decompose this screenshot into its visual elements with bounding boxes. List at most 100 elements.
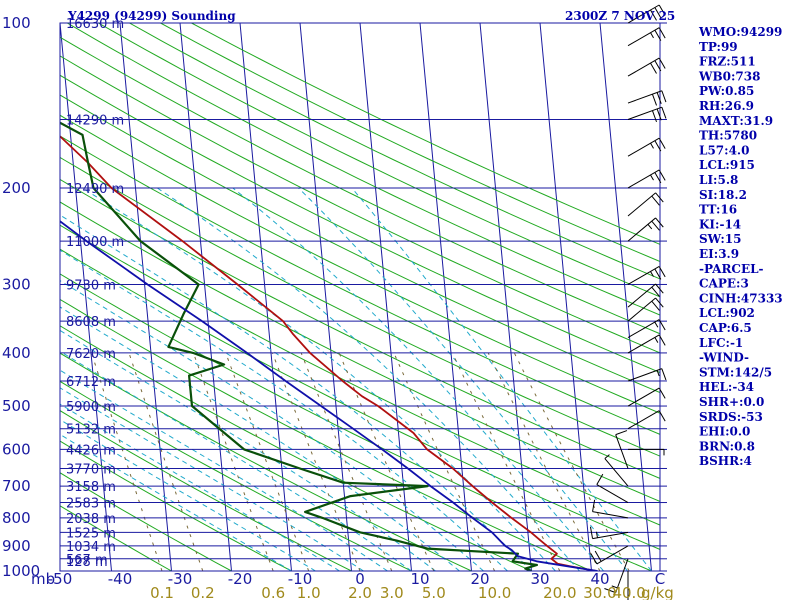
- wind-barb-flag: [658, 27, 666, 39]
- dry-adiabat-line: [60, 273, 652, 571]
- moist-adiabat-line: [298, 187, 628, 571]
- wind-barb: [627, 410, 666, 430]
- wind-barb-flag: [656, 92, 662, 104]
- wind-barb: [627, 571, 629, 600]
- wind-barb-flag: [658, 57, 666, 69]
- moist-adiabat-line: [60, 387, 364, 571]
- index-value: FRZ:511: [699, 55, 756, 69]
- index-value: CAP:6.5: [699, 321, 752, 335]
- dry-adiabat-line: [60, 135, 660, 435]
- wind-barb-staff: [615, 558, 629, 593]
- index-value: CINH:47333: [699, 291, 783, 305]
- wind-barb-flag: [592, 499, 596, 512]
- index-value: LFC:-1: [699, 336, 743, 350]
- mixing-ratio-line: [393, 352, 496, 571]
- wind-barb-staff: [627, 57, 660, 77]
- wind-barb-staff: [627, 169, 660, 189]
- wind-barb-flag: [654, 60, 662, 72]
- wind-barb-flag: [654, 268, 662, 280]
- dry-adiabat-line: [60, 440, 292, 571]
- height-label: 2038 m: [66, 512, 116, 527]
- wind-barb-flag: [594, 550, 602, 562]
- height-label: 1525 m: [66, 526, 116, 541]
- wind-barb-flag: [656, 370, 660, 377]
- wind-barb: [627, 266, 666, 285]
- wind-barb: [627, 90, 667, 106]
- wind-barb: [596, 473, 629, 503]
- index-value: TT:16: [699, 203, 737, 217]
- index-value: LI:5.8: [699, 173, 738, 187]
- plot-frame: [59, 22, 661, 572]
- isotherm-line: [479, 23, 532, 571]
- wind-barb: [627, 319, 666, 339]
- dry-adiabat-line: [66, 23, 660, 316]
- height-label: 1034 m: [66, 540, 116, 555]
- wind-barb-staff: [592, 531, 629, 540]
- wind-barbs: [589, 4, 667, 600]
- mixing-ratio-tick-label: 30.0: [583, 584, 616, 600]
- wind-barb-staff: [627, 137, 660, 157]
- index-value: L57:4.0: [699, 143, 749, 157]
- moist-adiabat-line: [60, 433, 292, 571]
- height-label: 11000 m: [66, 235, 124, 250]
- wind-barb-staff: [627, 319, 660, 339]
- dry-adiabat-line: [98, 23, 660, 298]
- mixing-ratio-line: [192, 352, 274, 571]
- mixing-ratio-line: [271, 352, 361, 571]
- wind-barb-flag: [650, 32, 654, 39]
- dewpoint-profile: [60, 121, 539, 571]
- height-label: 2583 m: [66, 497, 116, 512]
- wind-barb-flag: [651, 110, 658, 123]
- pressure-tick-label: 300: [2, 275, 31, 293]
- moist-adiabat-line: [60, 306, 460, 571]
- wind-barb-flag: [654, 321, 659, 328]
- height-label: 3158 m: [66, 480, 116, 495]
- parcel-profile: [60, 220, 598, 571]
- wind-barb: [627, 192, 664, 217]
- dry-adiabat-line: [60, 74, 660, 374]
- dry-adiabat-line: [60, 298, 592, 571]
- wind-barb-flag: [655, 192, 664, 203]
- moist-adiabat-line: [232, 187, 604, 571]
- wind-barb: [627, 217, 664, 242]
- mixing-ratio-tick-label: 0.1: [150, 584, 174, 600]
- wind-barb-flag: [661, 107, 667, 119]
- temperature-tick-label: -50: [48, 570, 73, 588]
- wind-barb-flag: [661, 368, 667, 381]
- wind-barb-staff: [627, 266, 660, 285]
- temperature-tick-label: 40: [590, 570, 609, 588]
- wind-barb-flag: [650, 142, 654, 149]
- moist-adiabat-line: [351, 187, 652, 571]
- wind-barb: [627, 387, 666, 407]
- wind-barb: [627, 283, 664, 308]
- wind-barb-flag: [651, 220, 660, 231]
- index-value: SHR+:0.0: [699, 395, 764, 409]
- wind-barb: [604, 558, 629, 594]
- mixing-ratio-line: [128, 352, 204, 571]
- wind-barb-flag: [661, 90, 667, 103]
- wind-barb-flag: [615, 430, 628, 436]
- wind-barb-flag: [658, 387, 666, 399]
- dry-adiabat-line: [60, 94, 660, 394]
- pressure-tick-label: 400: [2, 344, 31, 362]
- height-label: 567 m: [66, 553, 108, 568]
- index-value: WMO:94299: [698, 25, 782, 39]
- wind-barb-flag: [655, 217, 664, 228]
- mixing-ratio-line: [513, 352, 630, 571]
- height-label: 128 m: [66, 555, 108, 570]
- index-value: WB0:738: [698, 69, 760, 83]
- dry-adiabat-line: [60, 248, 660, 550]
- height-label: 4426 m: [66, 443, 116, 458]
- isotherm-line: [179, 23, 232, 571]
- wind-barb-flag: [656, 108, 662, 121]
- wind-barb-flag: [655, 283, 664, 294]
- wind-barb-staff: [627, 283, 656, 308]
- wind-barb-staff: [596, 484, 629, 503]
- height-label: 12490 m: [66, 182, 124, 197]
- wind-barb-staff: [627, 368, 662, 382]
- index-value: HEL:-34: [699, 380, 754, 394]
- temperature-tick-label: 0: [355, 570, 365, 588]
- isotherm-line: [419, 23, 472, 571]
- wind-barb: [592, 499, 629, 519]
- dry-adiabat-line: [60, 325, 532, 571]
